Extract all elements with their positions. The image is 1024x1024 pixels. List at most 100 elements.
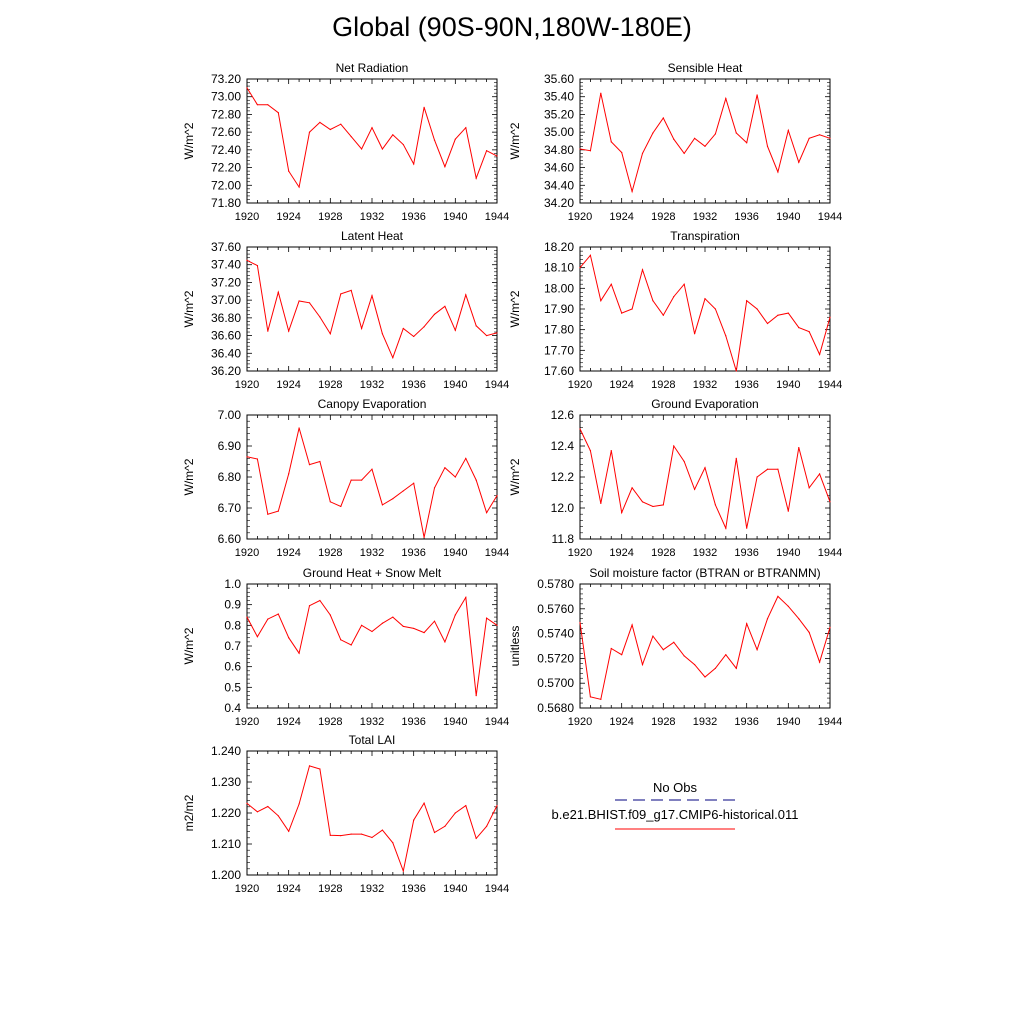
data-point (381, 829, 384, 831)
y-tick-label: 6.90 (218, 439, 242, 453)
y-tick-label: 0.5780 (537, 577, 574, 591)
data-point (402, 625, 404, 627)
x-tick-label: 1940 (776, 716, 800, 728)
data-point (256, 458, 259, 460)
series-line (579, 595, 831, 700)
y-tick-label: 6.60 (218, 532, 242, 546)
plot-frame (246, 246, 498, 372)
data-point (392, 842, 394, 844)
data-point (735, 667, 737, 669)
series-line (579, 93, 831, 194)
data-point (475, 325, 477, 327)
panel-title: Transpiration (670, 229, 740, 243)
y-tick-label: 7.00 (218, 408, 242, 422)
y-tick-label: 0.6 (224, 660, 241, 674)
y-tick-label: 36.20 (211, 364, 241, 378)
x-tick-label: 1940 (443, 547, 467, 559)
data-point (787, 312, 789, 314)
y-axis-label: W/m^2 (182, 122, 196, 159)
data-point (360, 479, 363, 481)
data-point (360, 624, 363, 626)
x-tick-label: 1936 (401, 379, 425, 391)
x-tick-label: 1920 (235, 547, 259, 559)
x-tick-label: 1940 (776, 547, 800, 559)
data-point (673, 641, 675, 643)
x-tick-label: 1920 (235, 211, 259, 223)
x-tick-label: 1924 (276, 716, 300, 728)
y-tick-label: 1.240 (211, 744, 241, 758)
data-point (246, 456, 248, 458)
data-point (777, 171, 779, 173)
data-point (496, 804, 498, 807)
x-tick-label: 1924 (609, 211, 633, 223)
x-tick-label: 1940 (776, 379, 800, 391)
data-point (714, 308, 717, 310)
x-tick-label: 1936 (734, 547, 758, 559)
y-tick-label: 6.80 (218, 470, 242, 484)
data-point (454, 614, 456, 616)
y-tick-label: 0.5760 (537, 602, 574, 616)
y-tick-label: 12.6 (551, 408, 575, 422)
chart-panel: 1920 1924 1928 1932 1936 1940 1944 17.60 17.70 17… (508, 229, 842, 391)
plot-frame (246, 78, 498, 204)
data-point (465, 804, 467, 807)
data-point (579, 621, 581, 624)
data-point (683, 283, 685, 285)
data-point (610, 283, 612, 285)
data-point (704, 298, 706, 300)
data-point (267, 618, 269, 620)
plot-frame (579, 78, 831, 204)
y-tick-label: 0.4 (224, 701, 241, 715)
chart-panel: 1920 1924 1928 1932 1936 1940 1944 1.200 1.210 1.… (182, 733, 509, 895)
y-tick-label: 36.80 (211, 311, 241, 325)
data-point (818, 134, 821, 136)
data-point (579, 428, 581, 430)
x-tick-label: 1944 (485, 547, 509, 559)
data-point (423, 802, 425, 804)
data-point (725, 97, 727, 100)
data-point (621, 512, 623, 514)
data-point (496, 155, 498, 157)
x-tick-label: 1932 (693, 716, 717, 728)
data-point (621, 151, 623, 154)
data-point (308, 464, 311, 466)
data-point (319, 316, 321, 318)
legend-model-label: b.e21.BHIST.f09_g17.CMIP6-historical.011 (552, 807, 799, 822)
y-tick-label: 35.60 (544, 72, 574, 86)
data-point (350, 289, 352, 291)
data-point (267, 513, 269, 515)
data-point (413, 819, 415, 821)
data-point (444, 641, 446, 643)
x-tick-label: 1928 (318, 716, 342, 728)
panel-title: Ground Heat + Snow Melt (303, 566, 442, 580)
y-tick-label: 1.0 (224, 577, 241, 591)
x-tick-label: 1944 (818, 379, 842, 391)
data-point (714, 133, 717, 135)
x-tick-label: 1932 (360, 379, 384, 391)
data-point (360, 833, 363, 835)
y-axis-label: W/m^2 (508, 122, 522, 159)
y-tick-label: 35.00 (544, 125, 574, 139)
x-tick-label: 1928 (318, 883, 342, 895)
data-point (329, 614, 331, 616)
data-point (433, 313, 436, 315)
data-point (610, 647, 612, 650)
data-point (704, 676, 706, 678)
plot-frame (246, 583, 498, 709)
x-tick-label: 1928 (651, 211, 675, 223)
data-point (746, 300, 748, 302)
data-point (360, 327, 363, 330)
data-point (829, 316, 831, 318)
data-point (433, 487, 436, 489)
y-tick-label: 36.60 (211, 329, 241, 343)
data-point (371, 127, 373, 129)
x-tick-label: 1936 (401, 716, 425, 728)
data-point (610, 450, 612, 452)
data-point (256, 104, 259, 106)
y-tick-label: 1.220 (211, 806, 241, 820)
data-point (475, 177, 477, 179)
y-tick-label: 37.00 (211, 293, 241, 307)
chart-panel: 1920 1924 1928 1932 1936 1940 1944 36.20 36.40 36… (182, 229, 509, 391)
data-point (652, 300, 654, 302)
